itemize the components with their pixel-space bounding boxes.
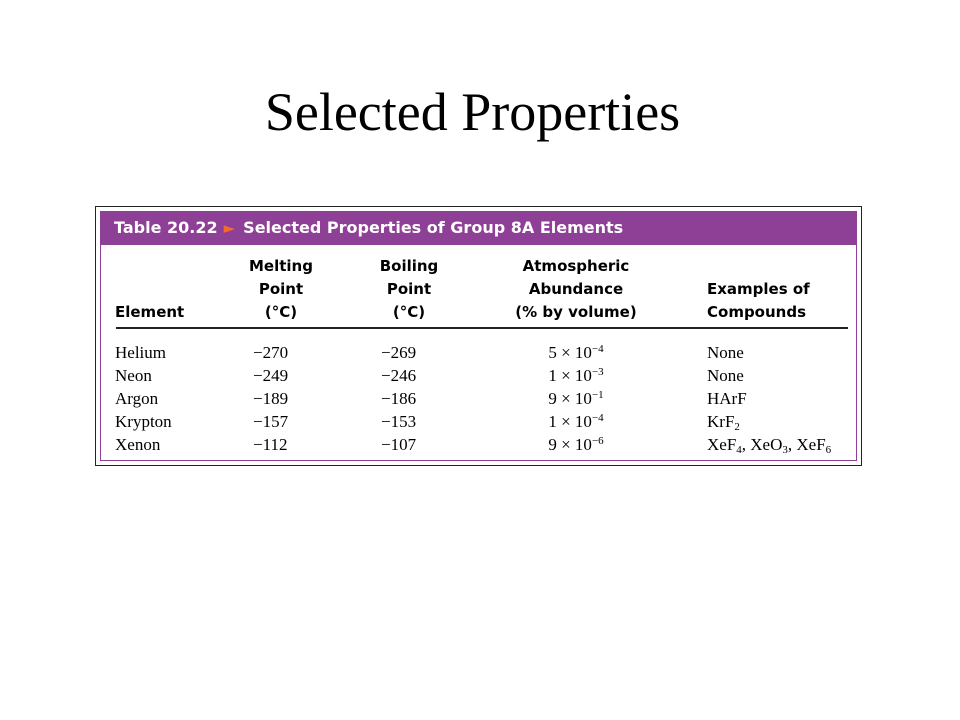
cell-abundance: 1 × 10−4 xyxy=(501,410,651,433)
abundance-mantissa: 1 × 10 xyxy=(548,412,592,431)
compound-formula: XeF xyxy=(796,435,826,454)
cell-boiling: −153 xyxy=(381,412,417,431)
header-compounds-line: Examples of xyxy=(707,280,810,298)
compound-subscript: 4 xyxy=(736,444,742,456)
compound-formula: XeO xyxy=(750,435,783,454)
header-rule xyxy=(116,327,848,329)
compound-subscript: 2 xyxy=(734,421,740,433)
cell-compounds: XeF4, XeO3, XeF6 xyxy=(707,435,832,456)
compound-formula: None xyxy=(707,343,744,362)
cell-abundance: 1 × 10−3 xyxy=(501,364,651,387)
header-melting-line: Melting xyxy=(249,257,313,275)
cell-abundance: 9 × 10−6 xyxy=(501,433,651,456)
header-abundance-line: Atmospheric xyxy=(522,257,630,275)
table-caption-bar: Table 20.22 ► Selected Properties of Group… xyxy=(100,211,857,245)
cell-melting: −112 xyxy=(253,435,288,454)
header-boiling-line: Boiling xyxy=(379,257,439,275)
header-melting-line: Point xyxy=(258,280,304,298)
header-compounds-line: Compounds xyxy=(707,303,807,321)
cell-abundance: 5 × 10−4 xyxy=(501,341,651,364)
header-boiling-line: Point xyxy=(386,280,432,298)
abundance-exponent: −4 xyxy=(591,343,604,355)
cell-compounds: None xyxy=(707,341,857,364)
abundance-exponent: −6 xyxy=(591,435,604,447)
header-abundance-line: (% by volume) xyxy=(515,303,637,321)
cell-element: Neon xyxy=(115,366,152,385)
header-abundance-line: Abundance xyxy=(528,280,624,298)
cell-boiling: −246 xyxy=(381,366,417,385)
cell-element: Krypton xyxy=(115,412,172,431)
header-boiling: Boiling Point (°C) xyxy=(359,255,459,324)
cell-boiling: −186 xyxy=(381,389,417,408)
header-element: Element xyxy=(115,301,215,324)
slide-title: Selected Properties xyxy=(264,82,681,142)
cell-compounds: KrF2 xyxy=(707,410,857,433)
header-element-line: Element xyxy=(115,303,185,321)
abundance-mantissa: 9 × 10 xyxy=(548,389,592,408)
header-abundance: Atmospheric Abundance (% by volume) xyxy=(501,255,651,324)
compound-subscript: 3 xyxy=(782,444,788,456)
header-boiling-line: (°C) xyxy=(392,303,426,321)
table-number: Table 20.22 xyxy=(114,218,218,237)
table-caption: Selected Properties of Group 8A Elements xyxy=(243,218,624,237)
cell-melting: −157 xyxy=(253,412,289,431)
cell-compounds: HArF xyxy=(707,387,857,410)
cell-element: Xenon xyxy=(115,435,161,454)
caption-arrow-icon: ► xyxy=(223,219,236,237)
cell-melting: −249 xyxy=(253,366,289,385)
cell-abundance: 9 × 10−1 xyxy=(501,387,651,410)
abundance-exponent: −3 xyxy=(591,366,604,378)
header-melting-line: (°C) xyxy=(264,303,298,321)
abundance-mantissa: 1 × 10 xyxy=(548,366,592,385)
cell-boiling: −107 xyxy=(381,435,417,454)
cell-element: Argon xyxy=(115,389,159,408)
compound-formula: HArF xyxy=(707,389,747,408)
header-compounds: Examples of Compounds xyxy=(707,278,857,324)
abundance-exponent: −1 xyxy=(591,389,604,401)
compound-subscript: 6 xyxy=(825,444,832,456)
compound-formula: XeF xyxy=(707,435,737,454)
table-body: Element Melting Point (°C) Boiling Point (°C) A… xyxy=(100,245,857,461)
abundance-mantissa: 5 × 10 xyxy=(548,343,592,362)
cell-melting: −270 xyxy=(253,343,289,362)
compound-formula: KrF xyxy=(707,412,735,431)
properties-table: Table 20.22 ► Selected Properties of Group… xyxy=(95,206,862,466)
cell-boiling: −269 xyxy=(381,343,417,362)
header-melting: Melting Point (°C) xyxy=(231,255,331,324)
cell-melting: −189 xyxy=(253,389,289,408)
abundance-mantissa: 9 × 10 xyxy=(548,435,592,454)
cell-compounds: None xyxy=(707,364,857,387)
abundance-exponent: −4 xyxy=(591,412,604,424)
compound-formula: None xyxy=(707,366,744,385)
cell-element: Helium xyxy=(115,343,166,362)
